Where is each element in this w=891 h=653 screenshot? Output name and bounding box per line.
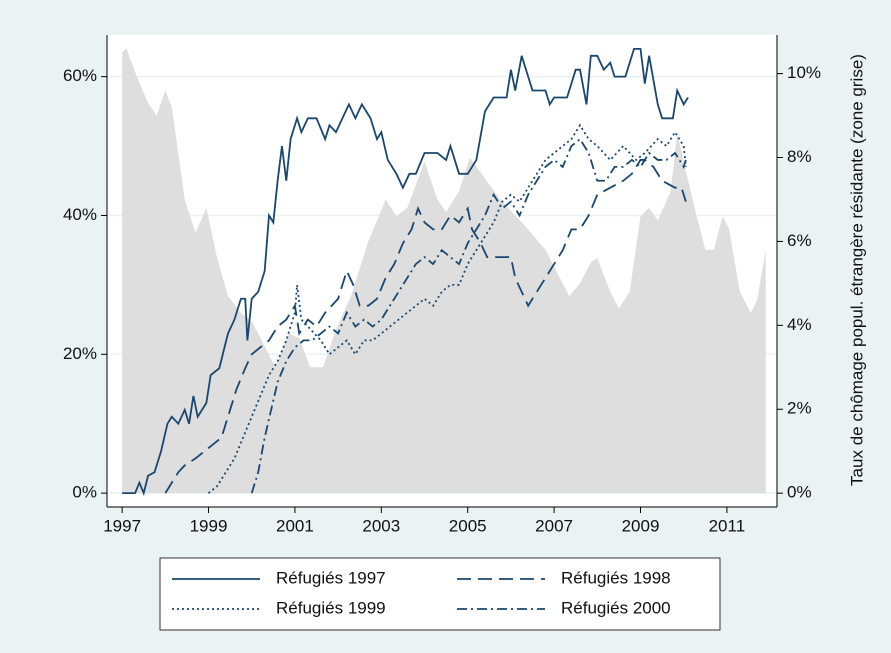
line	[250, 137, 687, 494]
y-tick-label: 40%	[63, 205, 97, 224]
y-tick-label: 60%	[63, 66, 97, 85]
y2-tick-label: 4%	[787, 315, 812, 334]
y2-tick-label: 6%	[787, 231, 812, 250]
x-tick-label: 2009	[622, 516, 660, 535]
x-tick-label: 2005	[449, 516, 487, 535]
y2-tick-label: 0%	[787, 483, 812, 502]
legend-label: Réfugiés 1997	[276, 568, 386, 587]
legend-label: Réfugiés 2000	[561, 598, 671, 617]
area	[122, 48, 766, 494]
y2-tick-label: 10%	[787, 63, 821, 82]
line	[164, 159, 687, 494]
x-tick-label: 2001	[276, 516, 314, 535]
x-tick-label: 2007	[535, 516, 573, 535]
x-tick-label: 2011	[709, 516, 746, 535]
legend	[159, 557, 721, 631]
x-tick-label: 1999	[190, 516, 228, 535]
y2-axis-label: Taux de chômage popul. étrangère résidan…	[847, 54, 866, 486]
axes: 0% 20% 40% 60% 0% 2% 4% 6% 8% 10% 1997 1999 2001 2003…	[63, 35, 821, 535]
y-tick-label: 20%	[63, 344, 97, 363]
x-tick-label: 1997	[103, 516, 141, 535]
y2-tick-label: 8%	[787, 147, 812, 166]
marks	[122, 47, 766, 496]
legend-label: Réfugiés 1998	[561, 568, 671, 587]
legend-label: Réfugiés 1999	[276, 598, 386, 617]
x-tick-label: 2003	[362, 516, 400, 535]
legend-entries: Réfugiés 1997 Réfugiés 1998 Réfugiés 1999 R…	[172, 568, 671, 617]
line	[122, 47, 689, 496]
y-tick-label: 0%	[72, 483, 97, 502]
y2-tick-label: 2%	[787, 399, 812, 418]
